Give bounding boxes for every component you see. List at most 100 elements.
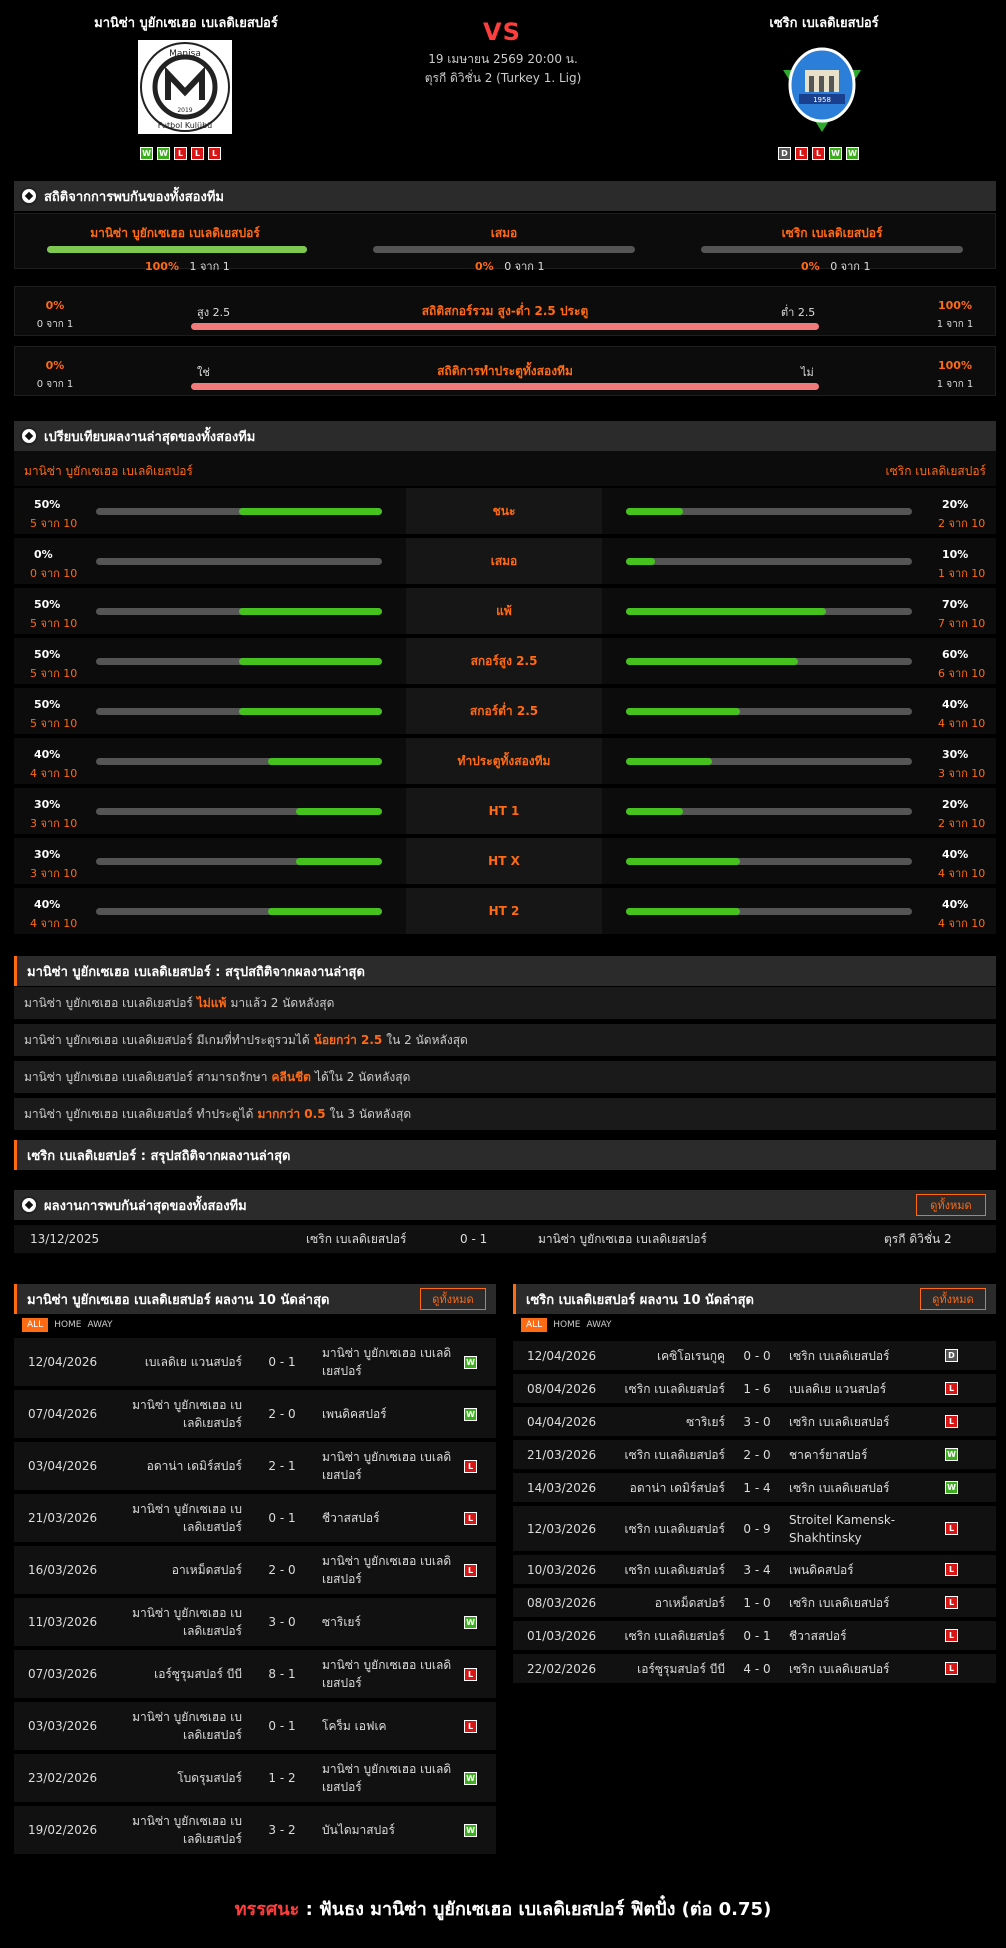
tab-all[interactable]: ALL <box>22 1318 49 1332</box>
h2h-away-bar <box>701 246 963 253</box>
result-home-team: เซริก เบเลดิเยสปอร์ <box>624 1628 725 1643</box>
h2h-draw-label: เสมอ <box>490 226 518 240</box>
result-row[interactable]: 12/04/2026 เบเลดิเย แวนสปอร์ 0 - 1 มานิซ่า … <box>14 1338 496 1388</box>
result-row[interactable]: 07/03/2026 เอร์ซูรุมสปอร์ บีบี 8 - 1 มานิซ่… <box>14 1650 496 1700</box>
result-home-team: อาเหม็ดสปอร์ <box>654 1595 725 1610</box>
football-icon <box>20 1196 38 1214</box>
result-away-team: มานิซ่า บูยักเซเฮอ เบเลดิเยสปอร์ <box>322 1658 452 1690</box>
compare-label: เสมอ <box>406 538 602 584</box>
result-date: 07/03/2026 <box>28 1667 98 1681</box>
result-row[interactable]: 03/03/2026 มานิซ่า บูยักเซเฮอ เบเลดิเยสปอ… <box>14 1702 496 1752</box>
compare-label: HT X <box>406 838 602 884</box>
home-team-logo: Manisa 2019 Futbol Kulübü <box>138 40 232 134</box>
compare-label: ชนะ <box>406 488 602 534</box>
form-badge: L <box>191 147 204 160</box>
h2h-home-label: มานิซ่า บูยักเซเฮอ เบเลดิเยสปอร์ <box>90 226 260 240</box>
tab-all[interactable]: ALL <box>521 1318 548 1332</box>
ou-left-count: 0 จาก 1 <box>36 319 74 330</box>
result-row[interactable]: 03/04/2026 อดาน่า เดมิร์สปอร์ 2 - 1 มานิซ่า… <box>14 1442 496 1492</box>
result-score: 0 - 9 <box>743 1521 771 1536</box>
compare-away-fill <box>626 558 655 565</box>
result-away-team: โคร็ม เอฟเค <box>322 1719 387 1733</box>
result-home-team: เซริก เบเลดิเยสปอร์ <box>624 1381 725 1396</box>
compare-team-labels: มานิซ่า บูยักเซเฮอ เบเลดิเยสปอร์ เซริก เ… <box>14 451 996 486</box>
verdict-text: ฟันธง มานิซ่า บูยักเซเฮอ เบเลดิเยสปอร์ ฟ… <box>319 1899 772 1920</box>
tab-home[interactable]: HOME <box>553 1320 581 1330</box>
compare-away-count: 4 จาก 10 <box>938 717 986 730</box>
result-row[interactable]: 19/02/2026 มานิซ่า บูยักเซเฮอ เบเลดิเยสปอ… <box>14 1806 496 1856</box>
compare-home-pct: 0% <box>34 548 53 561</box>
result-score: 2 - 0 <box>268 1407 296 1421</box>
svg-text:2019: 2019 <box>177 107 192 114</box>
tab-home[interactable]: HOME <box>54 1320 82 1330</box>
result-row[interactable]: 21/03/2026 เซริก เบเลดิเยสปอร์ 2 - 0 ชาคาร์… <box>513 1440 996 1471</box>
compare-home-bar <box>96 508 382 515</box>
result-home-team: เซริก เบเลดิเยสปอร์ <box>624 1447 725 1462</box>
away-last10-view-all-button[interactable]: ดูทั้งหมด <box>920 1288 986 1310</box>
result-row[interactable]: 22/02/2026 เอร์ซูรุมสปอร์ บีบี 4 - 0 เซริก … <box>513 1654 996 1685</box>
verdict-colon: : <box>299 1899 320 1920</box>
last-meet-row[interactable]: 13/12/2025 เซริก เบเลดิเยสปอร์ 0 - 1 มาน… <box>14 1225 996 1255</box>
last-meet-view-all-button[interactable]: ดูทั้งหมด <box>916 1194 986 1216</box>
result-home-team: โบดรุมสปอร์ <box>177 1771 242 1785</box>
result-score: 2 - 0 <box>743 1447 771 1462</box>
result-row[interactable]: 01/03/2026 เซริก เบเลดิเยสปอร์ 0 - 1 ชีวาสส… <box>513 1621 996 1652</box>
result-home-team: มานิซ่า บูยักเซเฮอ เบเลดิเยสปอร์ <box>132 1502 242 1534</box>
result-row[interactable]: 12/04/2026 เคซิโอเรนกูคู 0 - 0 เซริก เบเลดิ… <box>513 1341 996 1372</box>
result-row[interactable]: 08/04/2026 เซริก เบเลดิเยสปอร์ 1 - 6 เบเลดิ… <box>513 1374 996 1405</box>
home-last10-view-all-button[interactable]: ดูทั้งหมด <box>420 1288 486 1310</box>
compare-label: HT 2 <box>406 888 602 934</box>
tab-away[interactable]: AWAY <box>87 1320 113 1330</box>
h2h-home-count: 1 จาก 1 <box>189 260 230 273</box>
football-icon <box>20 427 38 445</box>
form-badge: W <box>157 147 170 160</box>
result-date: 21/03/2026 <box>527 1447 597 1462</box>
result-row[interactable]: 12/03/2026 เซริก เบเลดิเยสปอร์ 0 - 9 Stroit… <box>513 1506 996 1553</box>
result-row[interactable]: 14/03/2026 อดาน่า เดมิร์สปอร์ 1 - 4 เซริก เ… <box>513 1473 996 1504</box>
summary-text: มานิซ่า บูยักเซเฮอ เบเลดิเยสปอร์ ทำประตู… <box>24 1106 254 1121</box>
result-row[interactable]: 16/03/2026 อาเหม็ดสปอร์ 2 - 0 มานิซ่า บูยัก… <box>14 1546 496 1596</box>
tab-away[interactable]: AWAY <box>586 1320 612 1330</box>
result-badge: W <box>945 1481 958 1494</box>
result-score: 2 - 0 <box>268 1563 296 1577</box>
compare-away-count: 6 จาก 10 <box>938 667 986 680</box>
h2h-draw-bar <box>373 246 635 253</box>
result-date: 12/04/2026 <box>28 1355 98 1369</box>
result-date: 03/04/2026 <box>28 1459 98 1473</box>
result-date: 08/03/2026 <box>527 1595 597 1610</box>
compare-home-bar <box>96 758 382 765</box>
svg-text:Futbol Kulübü: Futbol Kulübü <box>158 121 212 130</box>
result-badge: W <box>464 1771 477 1785</box>
result-badge: L <box>464 1667 477 1681</box>
result-row[interactable]: 23/02/2026 โบดรุมสปอร์ 1 - 2 มานิซ่า บูยักเ… <box>14 1754 496 1804</box>
result-score: 2 - 1 <box>268 1459 296 1473</box>
ou-left-label: สูง 2.5 <box>197 306 231 319</box>
summary-highlight: คลีนชีต <box>271 1069 311 1084</box>
h2h-away-count: 0 จาก 1 <box>830 260 871 273</box>
compare-home-count: 5 จาก 10 <box>30 667 78 680</box>
btts-stat-panel: 0% 0 จาก 1 ใช่ สถิติการทำประตูทั้งสองทีม… <box>14 346 996 396</box>
compare-home-count: 4 จาก 10 <box>30 917 78 930</box>
result-row[interactable]: 11/03/2026 มานิซ่า บูยักเซเฮอ เบเลดิเยสปอ… <box>14 1598 496 1648</box>
result-away-team: เซริก เบเลดิเยสปอร์ <box>789 1661 890 1676</box>
result-row[interactable]: 10/03/2026 เซริก เบเลดิเยสปอร์ 3 - 4 เพนดิค… <box>513 1555 996 1586</box>
ou-right-count: 1 จาก 1 <box>936 319 974 330</box>
compare-away-count: 1 จาก 10 <box>938 567 986 580</box>
summary-line: มานิซ่า บูยักเซเฮอ เบเลดิเยสปอร์ มีเกมที… <box>14 1024 996 1057</box>
result-score: 3 - 2 <box>268 1823 296 1837</box>
result-row[interactable]: 08/03/2026 อาเหม็ดสปอร์ 1 - 0 เซริก เบเลดิเ… <box>513 1588 996 1619</box>
compare-home-fill <box>239 508 382 515</box>
result-badge: L <box>945 1596 958 1609</box>
away-team-name: เซริก เบเลดิเยสปอร์ <box>769 16 879 31</box>
compare-away-bar <box>626 708 912 715</box>
result-row[interactable]: 21/03/2026 มานิซ่า บูยักเซเฮอ เบเลดิเยสปอ… <box>14 1494 496 1544</box>
result-away-team: เซริก เบเลดิเยสปอร์ <box>789 1480 890 1495</box>
result-badge: L <box>945 1662 958 1675</box>
h2h-draw-count: 0 จาก 1 <box>504 260 545 273</box>
result-row[interactable]: 04/04/2026 ซาริเยร์ 3 - 0 เซริก เบเลดิเยสปอ… <box>513 1407 996 1438</box>
summary-line: มานิซ่า บูยักเซเฮอ เบเลดิเยสปอร์ ไม่แพ้ มา… <box>14 987 996 1020</box>
compare-away-pct: 60% <box>942 648 969 661</box>
result-badge: L <box>464 1459 477 1473</box>
btts-right-label: ไม่ <box>801 366 814 379</box>
result-row[interactable]: 07/04/2026 มานิซ่า บูยักเซเฮอ เบเลดิเยสปอ… <box>14 1390 496 1440</box>
